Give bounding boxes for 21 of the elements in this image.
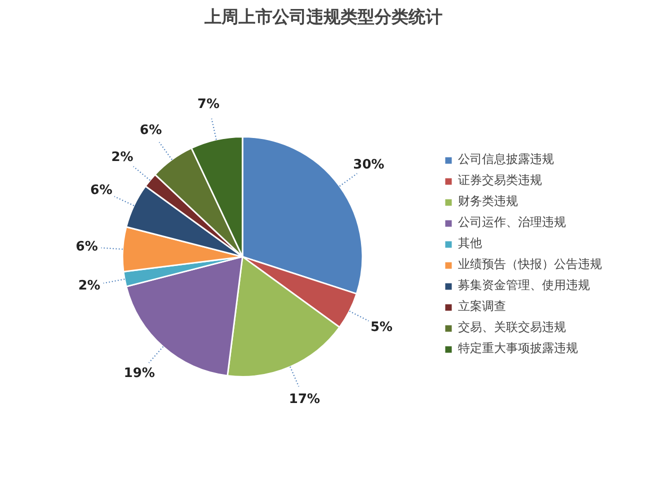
legend-label: 特定重大事项披露违规 <box>458 340 578 357</box>
data-label: 7% <box>197 97 220 112</box>
legend-label: 财务类违规 <box>458 193 518 210</box>
data-label: 2% <box>111 150 134 165</box>
legend-label: 证券交易类违规 <box>458 172 542 189</box>
data-label: 6% <box>140 123 162 138</box>
legend-label: 立案调查 <box>458 298 506 315</box>
data-label: 30% <box>353 158 384 173</box>
legend-label: 公司运作、治理违规 <box>458 214 566 231</box>
chart-title: 上周上市公司违规类型分类统计 <box>204 8 442 28</box>
legend-label: 业绩预告（快报）公告违规 <box>458 256 602 273</box>
data-label: 19% <box>124 366 155 382</box>
data-label: 17% <box>288 392 320 408</box>
data-label: 6% <box>90 182 112 198</box>
legend-label: 募集资金管理、使用违规 <box>458 277 590 294</box>
data-label: 5% <box>370 320 393 335</box>
data-label: 6% <box>76 239 98 254</box>
legend-label: 公司信息披露违规 <box>458 151 554 168</box>
legend-label: 其他 <box>458 235 482 252</box>
data-label: 2% <box>78 278 100 294</box>
legend-label: 交易、关联交易违规 <box>458 319 566 336</box>
